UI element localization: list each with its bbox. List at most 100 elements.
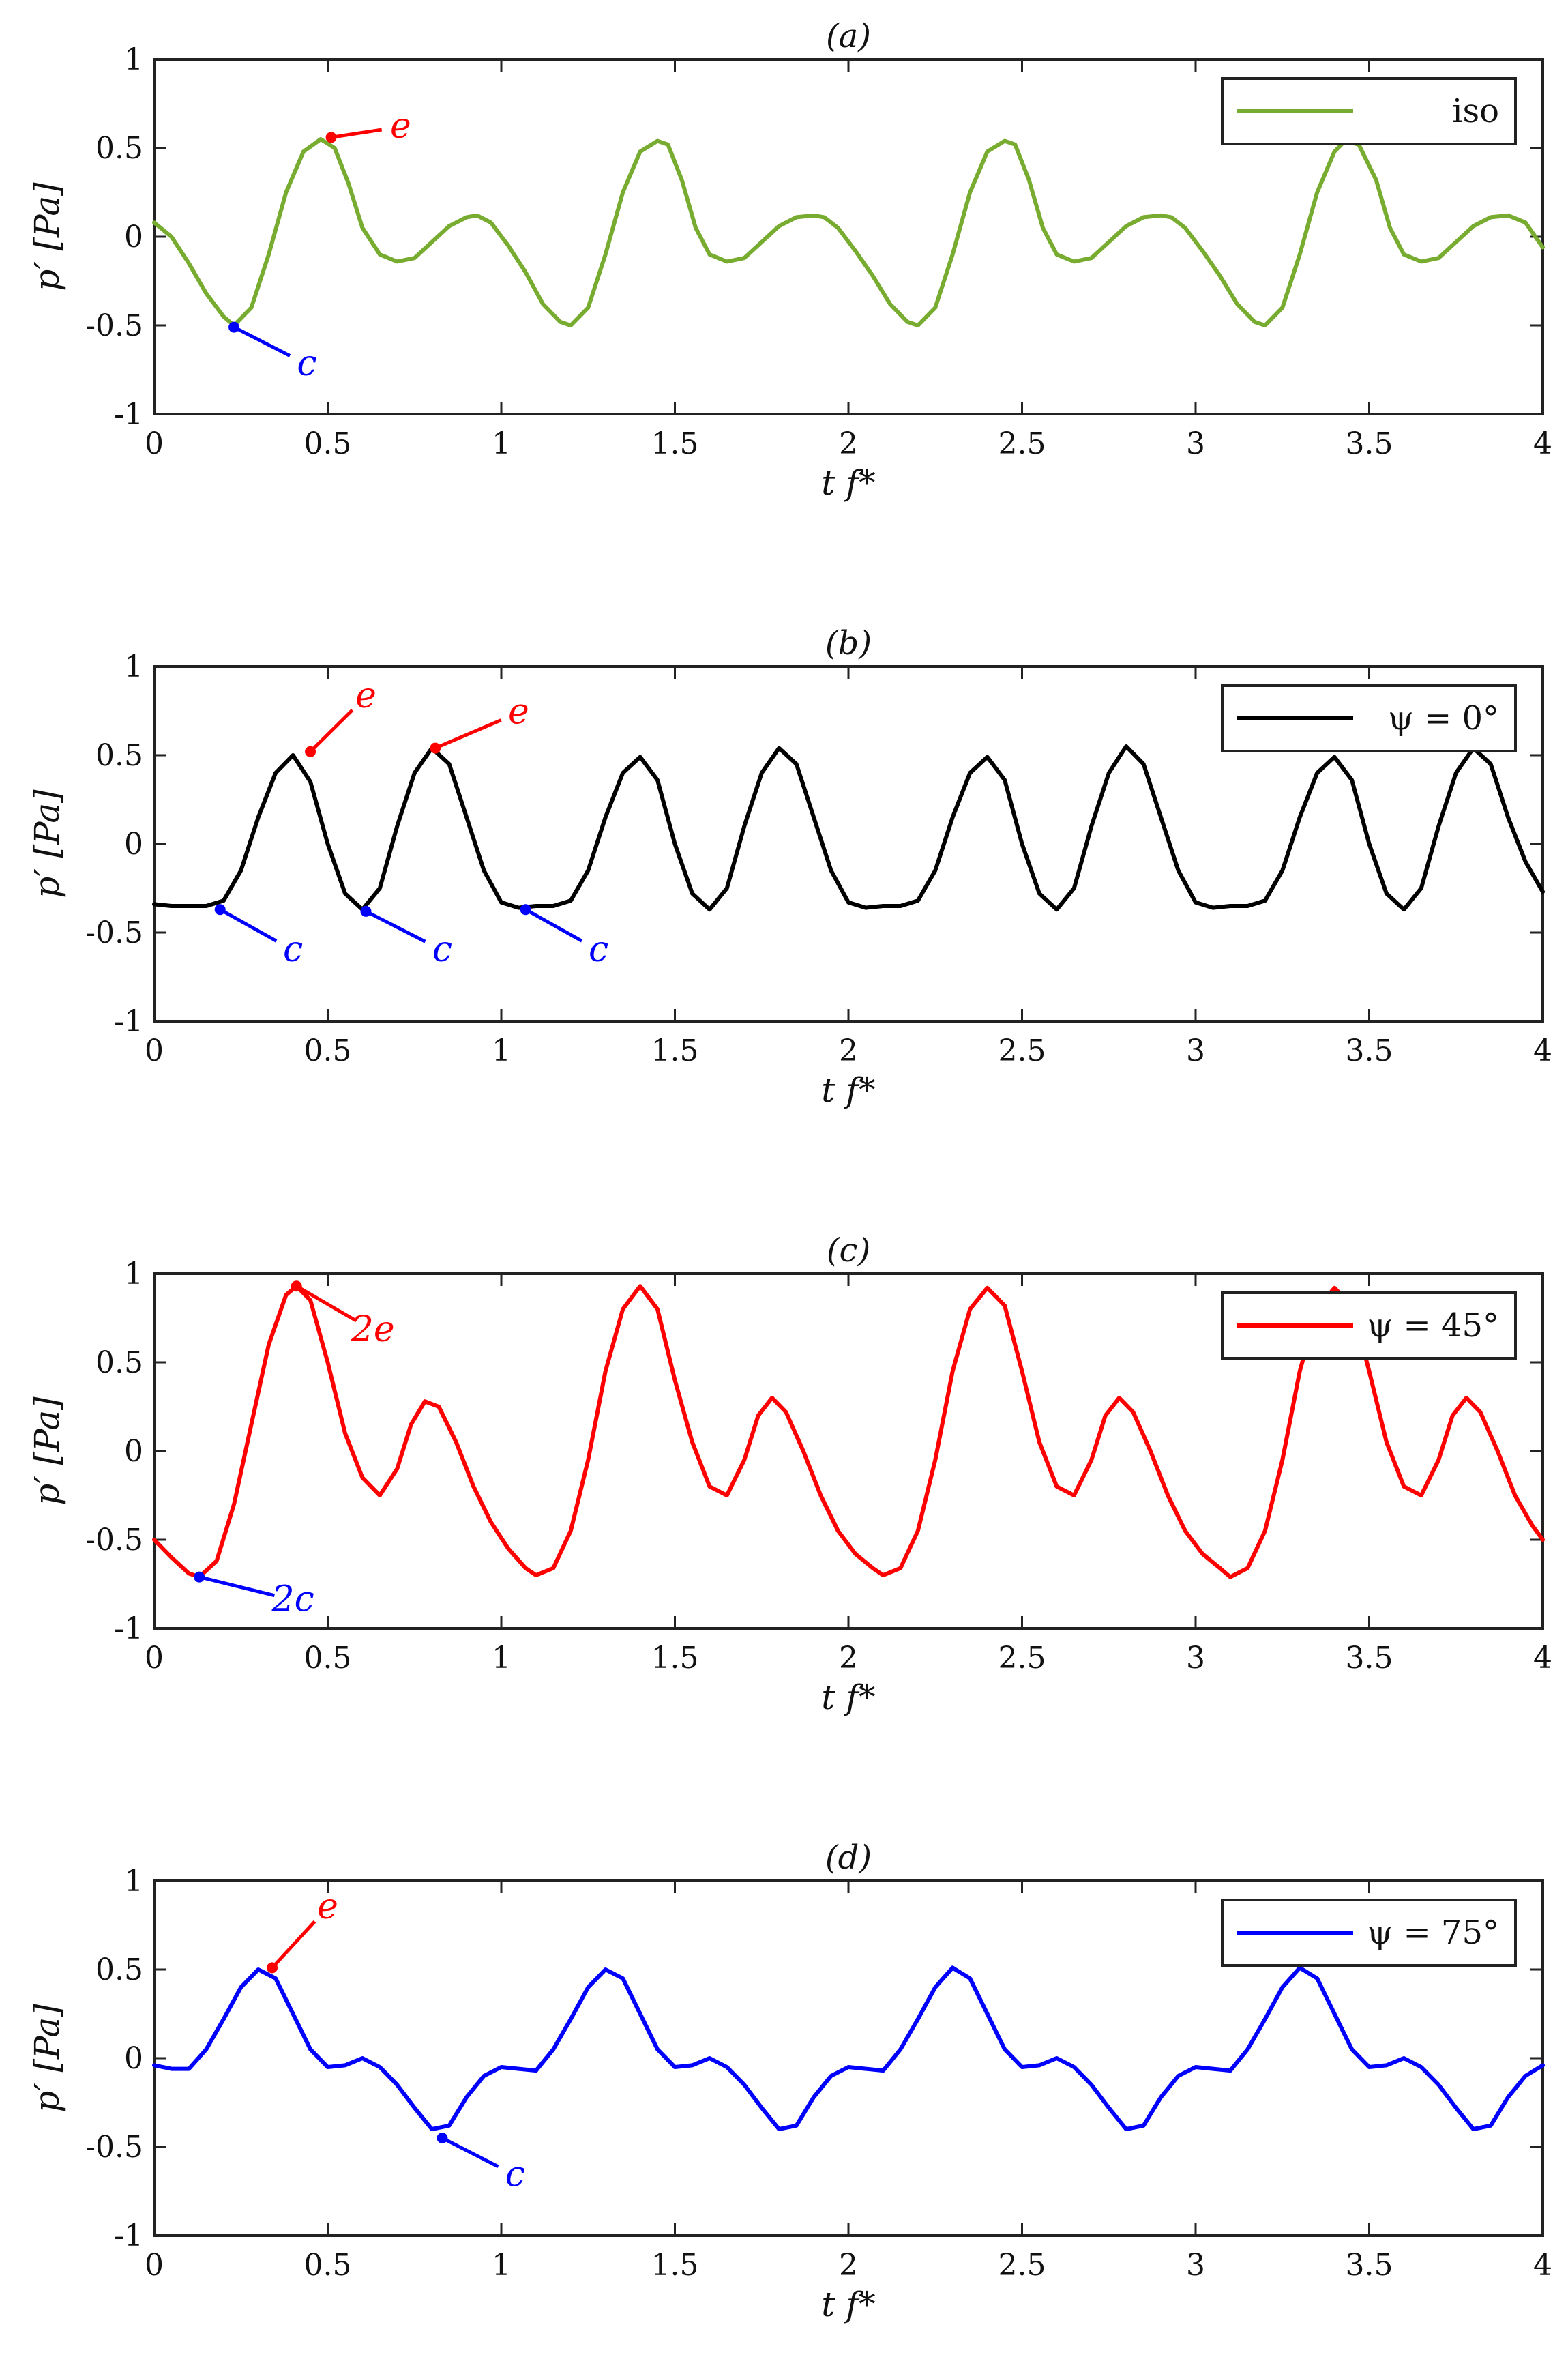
x-tick-label: 0.5 bbox=[304, 1034, 352, 1068]
panel-0: (a) 0 0.5 1 1.5 2 2.5 3 3.5 4 1 0.5 0 -0.5 -1 t f* p′ [P… bbox=[27, 17, 1552, 503]
x-tick-label: 0 bbox=[145, 2248, 164, 2283]
panel-2: (c) 0 0.5 1 1.5 2 2.5 3 3.5 4 1 0.5 0 -0.5 -1 t f* p′ [P… bbox=[27, 1231, 1552, 1717]
y-tick-label: -0.5 bbox=[85, 308, 143, 343]
annotation-label: c bbox=[505, 2154, 525, 2195]
annotation-label: e bbox=[355, 675, 376, 716]
x-tick-label: 4 bbox=[1533, 2248, 1552, 2283]
x-tick-label: 1 bbox=[492, 2248, 511, 2283]
x-tick-label: 3 bbox=[1186, 1641, 1205, 1675]
series-line-0 bbox=[152, 137, 1545, 327]
x-axis-label: t f* bbox=[821, 1678, 876, 1717]
annotation-label: c bbox=[589, 929, 608, 970]
annotation-marker bbox=[305, 746, 316, 757]
annotation-label: 2c bbox=[271, 1579, 314, 1620]
annotation-marker bbox=[430, 742, 441, 754]
x-tick-label: 1 bbox=[492, 426, 511, 461]
x-tick-label: 2 bbox=[839, 2248, 858, 2283]
annotation-label: 2e bbox=[351, 1309, 395, 1350]
annotation-leader bbox=[434, 718, 502, 750]
y-tick-label: 1 bbox=[124, 1257, 143, 1291]
annotation-leader bbox=[441, 2136, 499, 2169]
annotation-leader bbox=[309, 709, 354, 753]
y-tick-label: -1 bbox=[114, 2219, 143, 2253]
x-tick-label: 4 bbox=[1533, 1034, 1552, 1068]
legend-box bbox=[1221, 77, 1517, 145]
y-tick-label: 0 bbox=[124, 220, 143, 254]
x-tick-label: 1.5 bbox=[651, 1641, 699, 1675]
legend-label: ψ = 45° bbox=[1367, 1306, 1499, 1345]
x-tick-label: 2 bbox=[839, 426, 858, 461]
legend-label: ψ = 75° bbox=[1367, 1914, 1499, 1952]
y-tick-label: 0.5 bbox=[95, 738, 143, 773]
legend: ψ = 45° bbox=[1221, 1291, 1517, 1360]
annotation-label: e bbox=[508, 692, 529, 733]
y-tick-label: 1 bbox=[124, 1864, 143, 1899]
x-tick-label: 2.5 bbox=[999, 1641, 1046, 1675]
annotation-leader bbox=[271, 1920, 316, 1970]
y-tick-label: 0 bbox=[124, 1434, 143, 1469]
x-tick-label: 3.5 bbox=[1346, 1034, 1393, 1068]
x-tick-label: 2 bbox=[839, 1034, 858, 1068]
y-tick-label: 1 bbox=[124, 42, 143, 77]
y-tick-label: 0 bbox=[124, 827, 143, 862]
y-tick-label: -1 bbox=[114, 1611, 143, 1646]
x-tick-label: 3 bbox=[1186, 426, 1205, 461]
y-tick-label: 0.5 bbox=[95, 1952, 143, 1987]
x-tick-label: 0.5 bbox=[304, 426, 352, 461]
x-tick-label: 2.5 bbox=[999, 1034, 1046, 1068]
annotation-marker bbox=[291, 1280, 302, 1292]
x-tick-label: 4 bbox=[1533, 426, 1552, 461]
annotation-label: e bbox=[390, 106, 411, 147]
panel-title: (c) bbox=[827, 1231, 870, 1270]
annotation-marker bbox=[437, 2133, 448, 2143]
x-tick-label: 3.5 bbox=[1346, 2248, 1393, 2283]
annotation-marker bbox=[194, 1571, 205, 1583]
annotation-marker bbox=[267, 1962, 278, 1974]
y-tick-label: -1 bbox=[114, 1004, 143, 1039]
x-tick-label: 0.5 bbox=[304, 1641, 352, 1675]
annotation-leader bbox=[331, 128, 383, 139]
x-tick-label: 3.5 bbox=[1346, 1641, 1393, 1675]
legend: iso bbox=[1221, 77, 1517, 145]
x-tick-label: 2.5 bbox=[999, 426, 1046, 461]
series-line-0 bbox=[152, 1965, 1545, 2131]
x-tick-label: 1 bbox=[492, 1034, 511, 1068]
y-tick-label: -0.5 bbox=[85, 916, 143, 950]
y-axis-label: p′ [Pa] bbox=[27, 182, 67, 291]
x-tick-label: 1.5 bbox=[651, 1034, 699, 1068]
y-tick-label: -0.5 bbox=[85, 1523, 143, 1557]
annotation-leader bbox=[365, 909, 426, 943]
annotation-leader bbox=[524, 908, 583, 943]
annotation-label: c bbox=[297, 343, 316, 384]
x-tick-label: 4 bbox=[1533, 1641, 1552, 1675]
x-tick-label: 0 bbox=[145, 426, 164, 461]
x-tick-label: 3 bbox=[1186, 1034, 1205, 1068]
legend: ψ = 75° bbox=[1221, 1899, 1517, 1967]
panel-3: (d) 0 0.5 1 1.5 2 2.5 3 3.5 4 1 0.5 0 -0.5 -1 t f* p′ [P… bbox=[27, 1839, 1552, 2324]
legend-label: ψ = 0° bbox=[1388, 699, 1499, 737]
panel-title: (b) bbox=[825, 624, 872, 662]
y-axis-label: p′ [Pa] bbox=[27, 2004, 67, 2113]
annotation-label: c bbox=[283, 929, 303, 970]
x-tick-label: 3 bbox=[1186, 2248, 1205, 2283]
annotation-leader bbox=[198, 1575, 276, 1598]
x-axis-label: t f* bbox=[821, 1070, 876, 1110]
y-tick-label: 1 bbox=[124, 649, 143, 684]
y-axis-label: p′ [Pa] bbox=[27, 789, 67, 898]
annotation-marker bbox=[360, 905, 372, 917]
annotation-leader bbox=[295, 1285, 357, 1323]
annotation-marker bbox=[228, 321, 240, 333]
legend-label: iso bbox=[1452, 92, 1499, 130]
x-tick-label: 1.5 bbox=[651, 2248, 699, 2283]
x-tick-label: 3.5 bbox=[1346, 426, 1393, 461]
y-tick-label: 0 bbox=[124, 2041, 143, 2076]
annotation-marker bbox=[520, 904, 531, 916]
y-tick-label: 0.5 bbox=[95, 1345, 143, 1380]
y-tick-label: -1 bbox=[114, 397, 143, 432]
x-tick-label: 0 bbox=[145, 1641, 164, 1675]
y-tick-label: -0.5 bbox=[85, 2130, 143, 2165]
series-line-0 bbox=[152, 744, 1545, 912]
x-tick-label: 0 bbox=[145, 1034, 164, 1068]
x-tick-label: 1 bbox=[492, 1641, 511, 1675]
